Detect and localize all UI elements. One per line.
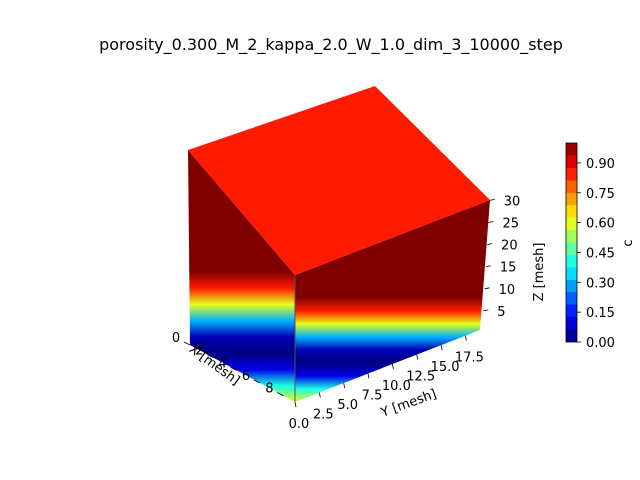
x-tick-mark <box>253 379 261 384</box>
colorbar-tick-label: 0.75 <box>586 187 615 202</box>
z-axis-label: Z [mesh] <box>532 243 547 302</box>
z-axis-ticks: 5 10 15 20 25 30 <box>483 194 521 320</box>
colorbar-gradient <box>565 142 578 343</box>
colorbar-tick-label: 0.30 <box>586 276 615 291</box>
z-tick-mark <box>489 199 495 201</box>
y-tick-mark <box>318 392 321 398</box>
colorbar-tick-label: 0.15 <box>586 306 615 321</box>
y-tick-mark <box>465 335 467 341</box>
z-tick-mark <box>484 287 490 290</box>
y-tick-label: 15.0 <box>431 360 460 375</box>
x-tick-label: 0 <box>172 331 180 346</box>
y-tick-mark <box>294 401 297 408</box>
z-tick-label: 15 <box>500 261 517 276</box>
colorbar-ticks: 0.00 0.15 0.30 0.45 0.60 0.75 0.90 <box>577 157 615 351</box>
x-axis-ticks: 02 468 <box>172 331 284 397</box>
x-tick-mark <box>183 341 191 346</box>
y-tick-mark <box>416 354 419 360</box>
y-tick-label: 0.0 <box>289 417 310 432</box>
y-tick-label: 10.0 <box>382 379 411 394</box>
y-tick-label: 12.5 <box>406 370 435 385</box>
x-tick-label: 8 <box>265 382 273 397</box>
x-tick-label: 2 <box>195 344 203 359</box>
y-tick-mark <box>367 373 370 379</box>
z-tick-label: 10 <box>499 283 516 298</box>
x-tick-mark <box>207 354 214 359</box>
y-tick-mark <box>440 345 443 351</box>
x-tick-label: 6 <box>242 369 250 384</box>
x-tick-mark <box>277 392 284 397</box>
cube-left-face <box>188 150 295 402</box>
cube-top-face <box>188 86 490 275</box>
colorbar-label: c <box>621 239 636 246</box>
cube-plot <box>188 86 490 402</box>
y-tick-mark <box>391 364 394 370</box>
colorbar-tick-label: 0.90 <box>586 157 615 172</box>
x-tick-mark <box>230 366 237 371</box>
z-tick-mark <box>485 265 491 268</box>
y-tick-label: 2.5 <box>313 408 334 423</box>
z-tick-label: 20 <box>501 239 518 254</box>
y-axis-ticks: 0.02.55.0 7.510.012.515.017.5 <box>289 335 484 432</box>
x-tick-label: 4 <box>219 356 227 371</box>
colorbar-tick-label: 0.45 <box>586 246 615 261</box>
y-tick-label: 5.0 <box>337 398 358 413</box>
chart-title: porosity_0.300_M_2_kappa_2.0_W_1.0_dim_3… <box>99 35 563 55</box>
z-tick-mark <box>487 243 493 246</box>
z-tick-mark <box>483 309 489 312</box>
colorbar-tick-label: 0.00 <box>586 336 615 351</box>
y-tick-mark <box>343 382 346 389</box>
z-tick-mark <box>488 221 494 223</box>
z-tick-label: 30 <box>504 194 521 209</box>
y-tick-label: 7.5 <box>362 389 383 404</box>
cube-right-face <box>295 200 490 402</box>
colorbar: 0.00 0.15 0.30 0.45 0.60 0.75 0.90 c <box>565 142 636 351</box>
y-tick-label: 17.5 <box>455 351 484 366</box>
z-tick-label: 25 <box>502 217 519 232</box>
colorbar-tick-label: 0.60 <box>586 217 615 232</box>
z-tick-label: 5 <box>497 305 505 320</box>
